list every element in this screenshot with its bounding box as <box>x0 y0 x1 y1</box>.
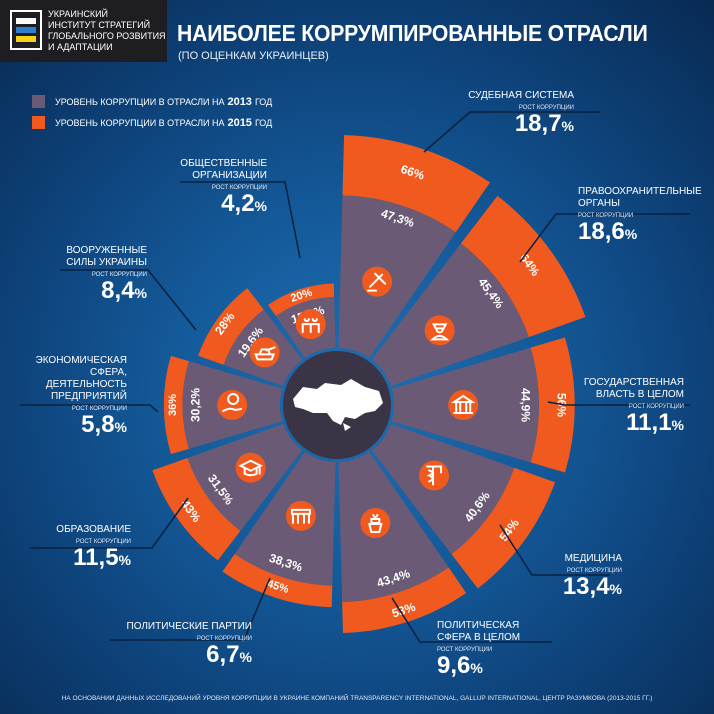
bar-2013-4 <box>338 451 449 602</box>
annotation-government: ГОСУДАРСТВЕННАЯ ВЛАСТЬ В ЦЕЛОМ РОСТ КОРР… <box>583 377 684 436</box>
annotation-economy: ЭКОНОМИЧЕСКАЯ СФЕРА, ДЕЯТЕЛЬНОСТЬ ПРЕДПР… <box>35 355 127 438</box>
speaker-podium-icon <box>360 507 391 538</box>
data-label-2015-7: 36% <box>167 394 179 416</box>
leader-line-3 <box>499 524 610 576</box>
legend-swatch-2013 <box>32 95 45 108</box>
legend-year-2015: 2015 <box>227 116 252 129</box>
annotation-army: ВООРУЖЕННЫЕ СИЛЫ УКРАИНЫ РОСТ КОРРУПЦИИ … <box>66 245 147 304</box>
money-hand-icon <box>217 390 248 420</box>
data-label-2013-2: 44,9% <box>519 388 533 422</box>
legend-swatch-2015 <box>32 116 45 129</box>
bar-2015-1 <box>460 195 586 338</box>
source-footnote: НА ОСНОВАНИИ ДАННЫХ ИССЛЕДОВАНИЙ УРОВНЯ … <box>61 695 653 702</box>
bar-2015-4 <box>342 567 467 633</box>
police-officer-icon <box>424 315 455 346</box>
bar-2013-3 <box>371 424 515 555</box>
gavel-icon <box>362 266 393 297</box>
legend-item-2015: УРОВЕНЬ КОРРУПЦИИ В ОТРАСЛИ НА 2015 ГОД <box>32 116 272 129</box>
annotation-parties: ПОЛИТИЧЕСКИЕ ПАРТИИ РОСТ КОРРУПЦИИ 6,7% <box>126 621 252 668</box>
leader-line-4 <box>391 597 552 643</box>
bar-2015-6 <box>152 457 241 561</box>
bar-2015-0 <box>342 135 490 233</box>
leader-line-9 <box>180 181 301 259</box>
legend-suffix-2015: ГОД <box>254 117 273 128</box>
tank-icon <box>249 337 280 368</box>
bar-2013-1 <box>371 243 529 386</box>
bar-2013-0 <box>338 195 456 359</box>
party-flags-icon <box>285 500 316 531</box>
graduation-cap-icon <box>235 452 266 483</box>
bar-2015-7 <box>163 355 189 455</box>
annotation-medicine: МЕДИЦИНА РОСТ КОРРУПЦИИ 13,4% <box>562 553 622 600</box>
medicine-icon <box>419 460 450 491</box>
bar-2015-8 <box>198 288 264 365</box>
institute-logo-icon <box>10 10 42 50</box>
legend-year-2013: 2013 <box>227 95 252 108</box>
bar-2015-2 <box>530 337 575 473</box>
legend-text-2015: УРОВЕНЬ КОРРУПЦИИ В ОТРАСЛИ НА <box>55 117 225 128</box>
bar-2013-5 <box>234 451 336 586</box>
annotation-public-orgs: ОБЩЕСТВЕННЫЕ ОРГАНИЗАЦИИ РОСТ КОРРУПЦИИ … <box>180 158 267 217</box>
bar-2015-9 <box>268 283 335 317</box>
annotation-politics: ПОЛИТИЧЕСКАЯ СФЕРА В ЦЕЛОМ РОСТ КОРРУПЦИ… <box>437 620 521 679</box>
institute-logo: УКРАИНСКИЙ ИНСТИТУТ СТРАТЕГИЙ ГЛОБАЛЬНОГ… <box>0 0 167 62</box>
annotation-education: ОБРАЗОВАНИЕ РОСТ КОРРУПЦИИ 11,5% <box>56 524 131 571</box>
leader-line-5 <box>110 577 271 641</box>
bar-2015-3 <box>451 467 556 589</box>
page-subtitle: (ПО ОЦЕНКАМ УКРАИНЦЕВ) <box>178 50 329 62</box>
leader-line-8 <box>60 269 197 331</box>
legend-item-2013: УРОВЕНЬ КОРРУПЦИИ В ОТРАСЛИ НА 2013 ГОД <box>32 95 272 108</box>
legend-suffix-2013: ГОД <box>254 96 273 107</box>
leader-line-7 <box>20 404 159 413</box>
annotation-judicial: СУДЕБНАЯ СИСТЕМА РОСТ КОРРУПЦИИ 18,7% <box>468 90 574 137</box>
leader-line-0 <box>423 111 600 153</box>
people-group-icon <box>295 309 326 340</box>
legend-text-2013: УРОВЕНЬ КОРРУПЦИИ В ОТРАСЛИ НА <box>55 96 225 107</box>
institute-name: УКРАИНСКИЙ ИНСТИТУТ СТРАТЕГИЙ ГЛОБАЛЬНОГ… <box>48 9 166 52</box>
leader-line-1 <box>519 213 690 263</box>
ukraine-map-icon <box>293 379 383 431</box>
page-title: НАИБОЛЕЕ КОРРУМПИРОВАННЫЕ ОТРАСЛИ <box>177 20 648 46</box>
annotation-law-enforcement: ПРАВООХРАНИТЕЛЬНЫЕ ОРГАНЫ РОСТ КОРРУПЦИИ… <box>578 186 702 245</box>
government-building-icon <box>448 390 479 420</box>
bar-2015-5 <box>222 553 333 608</box>
leader-line-2 <box>547 401 690 406</box>
leader-line-6 <box>30 497 189 549</box>
data-label-2013-7: 30,2% <box>189 388 203 422</box>
